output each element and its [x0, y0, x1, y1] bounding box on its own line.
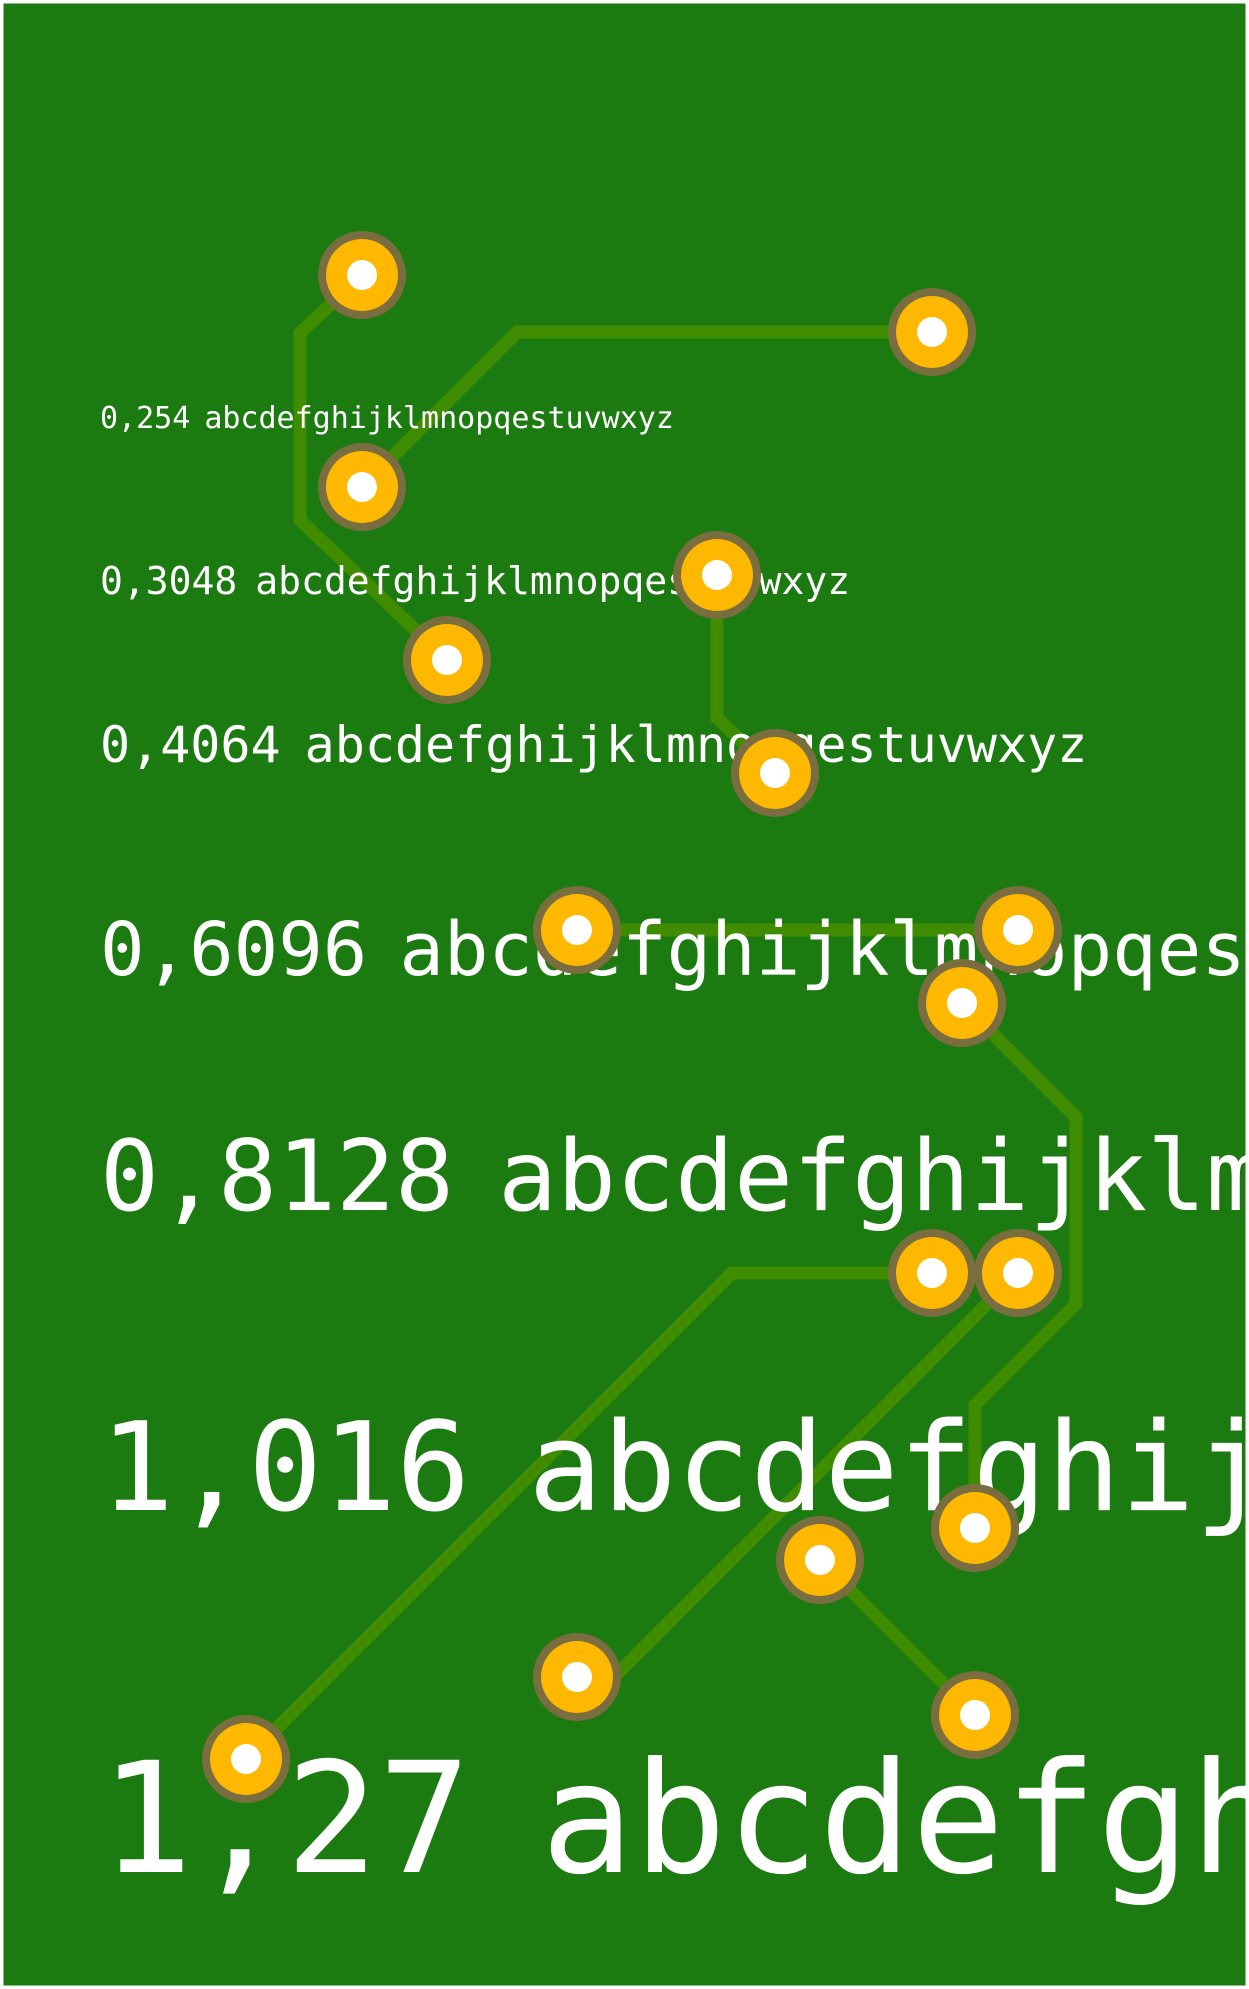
- through-hole-pad: [673, 531, 761, 619]
- through-hole-pad: [974, 1229, 1062, 1317]
- silkscreen-size-label: 0,4064: [100, 716, 281, 774]
- silkscreen-line-5: 0,8128 abcdefghijklm: [100, 1120, 1249, 1234]
- silkscreen-line-3: 0,4064 abcdefghijklmnopqestuvwxyz: [100, 716, 1087, 774]
- silkscreen-line-6: 1,016 abcdefghijk: [100, 1397, 1249, 1540]
- trace-1: [293, 268, 454, 667]
- pad-drill-hole: [960, 1513, 990, 1543]
- silkscreen-size-label: 0,8128: [100, 1120, 454, 1234]
- silkscreen-sample-text: abcdefghijklmnopqestuvwxyz: [255, 559, 850, 603]
- pad-drill-hole: [947, 988, 977, 1018]
- silkscreen-sample-text: abcdefghijklmnopqes: [399, 907, 1245, 993]
- pad-drill-hole: [432, 645, 462, 675]
- through-hole-pad: [731, 729, 819, 817]
- pad-drill-hole: [347, 472, 377, 502]
- trace-7: [607, 1266, 1025, 1684]
- pad-drill-hole: [917, 317, 947, 347]
- pad-drill-hole: [562, 915, 592, 945]
- through-hole-pad: [931, 1671, 1019, 1759]
- silkscreen-sample-text: abcdefgh: [541, 1730, 1249, 1909]
- silkscreen-size-label: 0,6096: [100, 907, 367, 993]
- through-hole-pad: [931, 1484, 1019, 1572]
- trace-6: [239, 1266, 939, 1766]
- pad-drill-hole: [1003, 915, 1033, 945]
- silkscreen-sample-text: abcdefghijklmnopqestuvwxyz: [305, 716, 1088, 774]
- pad-drill-hole: [562, 1662, 592, 1692]
- through-hole-pad: [888, 288, 976, 376]
- trace-5: [955, 996, 1083, 1535]
- through-hole-pad: [888, 1229, 976, 1317]
- through-hole-pads: [202, 231, 1062, 1803]
- pad-drill-hole: [917, 1258, 947, 1288]
- pad-drill-hole: [702, 560, 732, 590]
- through-hole-pad: [318, 231, 406, 319]
- trace-2: [355, 325, 939, 494]
- pad-drill-hole: [960, 1700, 990, 1730]
- silkscreen-sample-text: abcdefghijk: [528, 1397, 1249, 1540]
- silkscreen-sample-text: abcdefghijklm: [498, 1120, 1249, 1234]
- through-hole-pad: [974, 886, 1062, 974]
- copper-traces: [239, 268, 1083, 1766]
- silkscreen-layer: 0,254 abcdefghijklmnopqestuvwxyz 0,3048 ab…: [100, 401, 1249, 1909]
- through-hole-pad: [403, 616, 491, 704]
- through-hole-pad: [533, 886, 621, 974]
- silkscreen-size-label: 0,254: [100, 401, 190, 436]
- silkscreen-line-4: 0,6096 abcdefghijklmnopqes: [100, 907, 1246, 993]
- silkscreen-line-1: 0,254 abcdefghijklmnopqestuvwxyz: [100, 401, 674, 436]
- through-hole-pad: [776, 1516, 864, 1604]
- silkscreen-size-label: 1,016: [100, 1397, 470, 1540]
- through-hole-pad: [918, 959, 1006, 1047]
- silkscreen-size-label: 0,3048: [100, 559, 237, 603]
- pad-drill-hole: [347, 260, 377, 290]
- pad-drill-hole: [760, 758, 790, 788]
- silkscreen-sample-text: abcdefghijklmnopqestuvwxyz: [204, 401, 674, 436]
- pad-drill-hole: [1003, 1258, 1033, 1288]
- through-hole-pad: [318, 443, 406, 531]
- through-hole-pad: [202, 1715, 290, 1803]
- pad-drill-hole: [231, 1744, 261, 1774]
- through-hole-pad: [533, 1633, 621, 1721]
- pad-drill-hole: [805, 1545, 835, 1575]
